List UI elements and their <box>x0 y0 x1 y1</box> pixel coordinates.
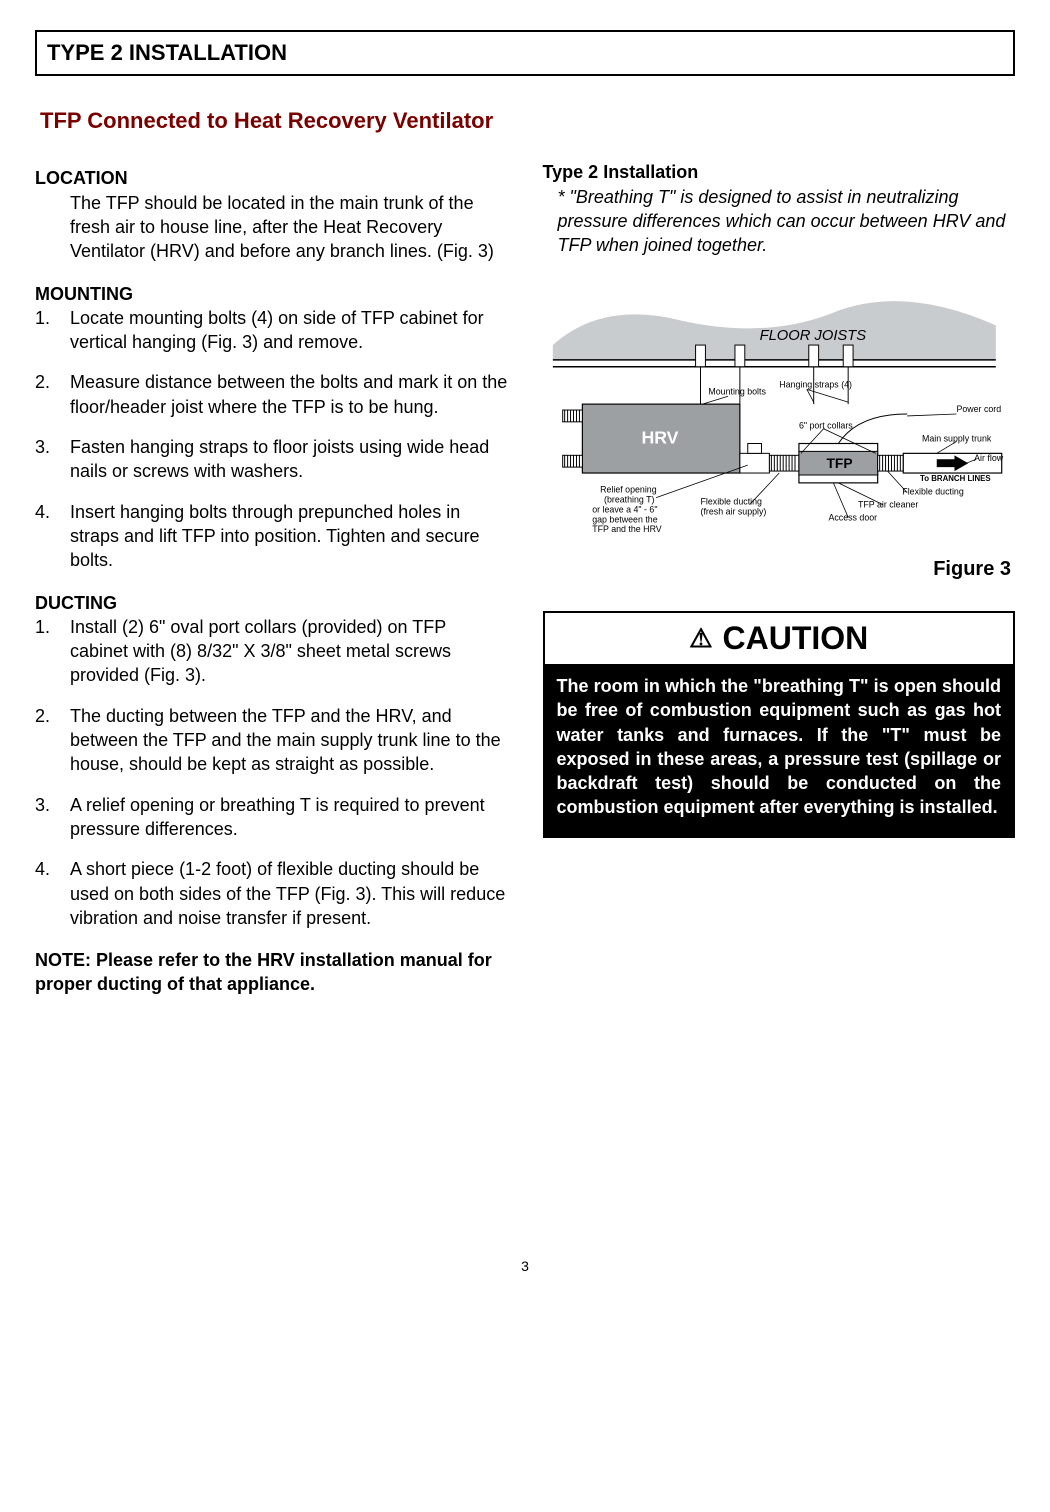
label-power-cord: Power cord <box>956 404 1001 414</box>
warning-icon: ⚠ <box>689 625 712 651</box>
type2-body: * "Breathing T" is designed to assist in… <box>543 185 1016 258</box>
label-hanging-straps: Hanging straps (4) <box>779 379 852 389</box>
label-tfp-cleaner: TFP air cleaner <box>858 499 918 509</box>
list-item: Measure distance between the bolts and m… <box>70 370 508 419</box>
list-number: 3. <box>35 435 70 484</box>
list-number: 4. <box>35 857 70 930</box>
type2-heading: Type 2 Installation <box>543 160 1016 184</box>
diagram-svg: FLOOR JOISTS <box>543 286 1016 542</box>
list-number: 3. <box>35 793 70 842</box>
label-access-door: Access door <box>828 512 877 522</box>
ducting-list: 1.Install (2) 6" oval port collars (prov… <box>35 615 508 930</box>
location-heading: LOCATION <box>35 166 508 190</box>
note-text: NOTE: Please refer to the HRV installati… <box>35 948 508 997</box>
caution-box: ⚠ CAUTION The room in which the "breathi… <box>543 611 1016 838</box>
caution-title: CAUTION <box>723 617 869 660</box>
left-column: LOCATION The TFP should be located in th… <box>35 160 508 996</box>
label-hrv: HRV <box>641 427 678 447</box>
right-column: Type 2 Installation * "Breathing T" is d… <box>543 160 1016 996</box>
list-item: The ducting between the TFP and the HRV,… <box>70 704 508 777</box>
figure-3-diagram: FLOOR JOISTS <box>543 286 1016 548</box>
list-item: Locate mounting bolts (4) on side of TFP… <box>70 306 508 355</box>
list-number: 4. <box>35 500 70 573</box>
list-number: 1. <box>35 615 70 688</box>
label-floor-joists: FLOOR JOISTS <box>759 328 866 344</box>
section-banner: TYPE 2 INSTALLATION <box>35 30 1015 76</box>
caution-body: The room in which the "breathing T" is o… <box>545 664 1014 836</box>
list-item: Install (2) 6" oval port collars (provid… <box>70 615 508 688</box>
label-main-supply: Main supply trunk <box>921 433 991 443</box>
list-number: 2. <box>35 370 70 419</box>
figure-caption: Figure 3 <box>543 556 1012 583</box>
label-relief: Relief opening (breathing T) or leave a … <box>592 484 662 533</box>
page-number: 3 <box>35 1257 1015 1276</box>
label-port-collars: 6" port collars <box>798 420 852 430</box>
label-to-branch: To BRANCH LINES <box>920 473 991 482</box>
ducting-heading: DUCTING <box>35 591 508 615</box>
label-mounting-bolts: Mounting bolts <box>708 386 766 396</box>
list-item: A relief opening or breathing T is requi… <box>70 793 508 842</box>
label-flex-duct-right: Flexible ducting <box>902 486 964 496</box>
section-sub-banner: TFP Connected to Heat Recovery Ventilato… <box>35 106 1015 136</box>
location-body: The TFP should be located in the main tr… <box>35 191 508 264</box>
mounting-heading: MOUNTING <box>35 282 508 306</box>
list-item: Fasten hanging straps to floor joists us… <box>70 435 508 484</box>
mounting-list: 1.Locate mounting bolts (4) on side of T… <box>35 306 508 573</box>
caution-heading: ⚠ CAUTION <box>545 613 1014 664</box>
label-air-flow: Air flow <box>974 453 1004 463</box>
list-item: Insert hanging bolts through prepunched … <box>70 500 508 573</box>
list-number: 2. <box>35 704 70 777</box>
list-item: A short piece (1-2 foot) of flexible duc… <box>70 857 508 930</box>
label-tfp: TFP <box>826 456 852 471</box>
label-flex-supply: Flexible ducting (fresh air supply) <box>700 496 766 516</box>
list-number: 1. <box>35 306 70 355</box>
